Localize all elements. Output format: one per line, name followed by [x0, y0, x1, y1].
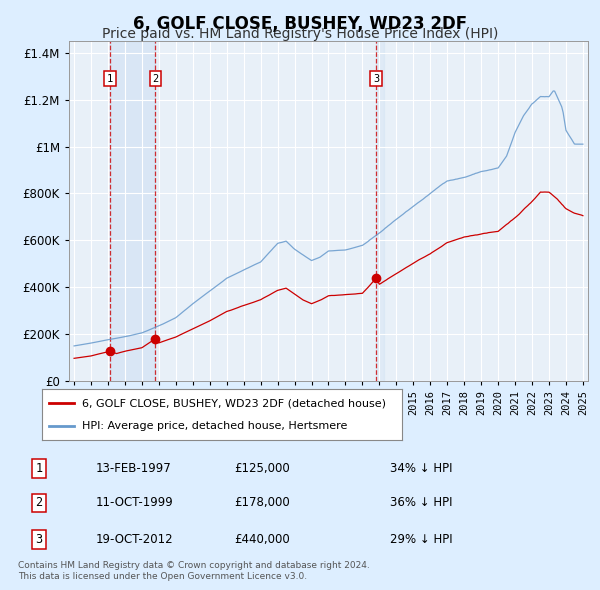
Text: 1: 1: [35, 462, 43, 475]
Text: Price paid vs. HM Land Registry's House Price Index (HPI): Price paid vs. HM Land Registry's House …: [102, 27, 498, 41]
Text: Contains HM Land Registry data © Crown copyright and database right 2024.: Contains HM Land Registry data © Crown c…: [18, 560, 370, 569]
Text: This data is licensed under the Open Government Licence v3.0.: This data is licensed under the Open Gov…: [18, 572, 307, 581]
Text: 11-OCT-1999: 11-OCT-1999: [96, 496, 174, 510]
Text: £440,000: £440,000: [234, 533, 290, 546]
Text: £125,000: £125,000: [234, 462, 290, 475]
Text: 29% ↓ HPI: 29% ↓ HPI: [390, 533, 452, 546]
Text: 34% ↓ HPI: 34% ↓ HPI: [390, 462, 452, 475]
Text: HPI: Average price, detached house, Hertsmere: HPI: Average price, detached house, Hert…: [82, 421, 347, 431]
Text: 3: 3: [35, 533, 43, 546]
Text: 6, GOLF CLOSE, BUSHEY, WD23 2DF: 6, GOLF CLOSE, BUSHEY, WD23 2DF: [133, 15, 467, 33]
Text: 3: 3: [373, 74, 379, 84]
Text: 1: 1: [107, 74, 113, 84]
Text: 19-OCT-2012: 19-OCT-2012: [96, 533, 173, 546]
Text: 13-FEB-1997: 13-FEB-1997: [96, 462, 172, 475]
Text: 6, GOLF CLOSE, BUSHEY, WD23 2DF (detached house): 6, GOLF CLOSE, BUSHEY, WD23 2DF (detache…: [82, 398, 386, 408]
Text: £178,000: £178,000: [234, 496, 290, 510]
Text: 2: 2: [35, 496, 43, 510]
Text: 2: 2: [152, 74, 158, 84]
Bar: [376, 41, 385, 381]
Text: 36% ↓ HPI: 36% ↓ HPI: [390, 496, 452, 510]
Bar: [110, 41, 155, 381]
